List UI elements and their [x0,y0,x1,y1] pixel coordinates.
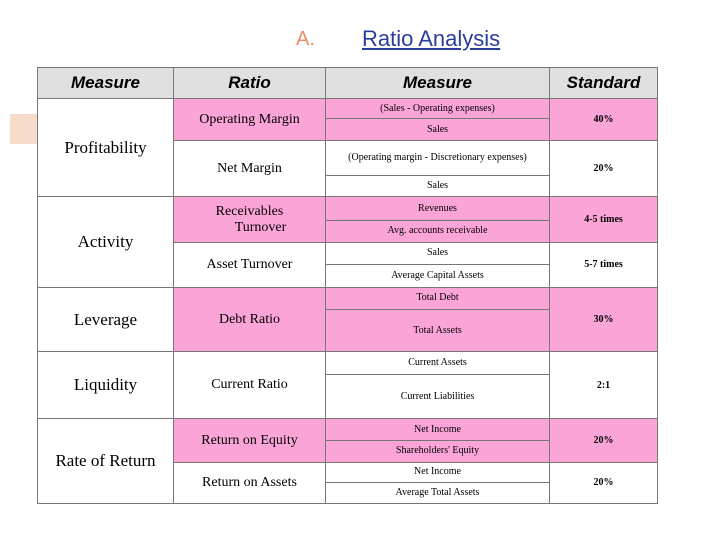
numerator-net-margin: (Operating margin - Discretionary expens… [325,140,550,177]
table-row: Rate of Return Return on Equity Net Inco… [37,418,658,504]
standard-current-ratio: 2:1 [549,351,658,420]
ratio-receivables-turnover-line1: Receivables [215,203,284,219]
ratio-net-margin: Net Margin [173,140,326,198]
ratio-receivables-turnover-line2: Turnover [234,219,287,235]
denominator-receivables-turnover: Avg. accounts receivable [325,219,550,243]
numerator-current-ratio: Current Assets [325,351,550,376]
numerator-asset-turnover: Sales [325,241,550,265]
slide-title: A. Ratio Analysis [0,24,728,58]
category-liquidity: Liquidity [37,351,174,420]
numerator-return-on-assets: Net Income [325,461,550,483]
ratio-receivables-turnover: Receivables Turnover [173,196,326,243]
category-profitability: Profitability [37,97,174,198]
ratio-return-on-equity: Return on Equity [173,418,326,463]
denominator-operating-margin: Sales [325,118,550,142]
title-bullet: A. [296,28,315,50]
table-row: Avg. accounts receivable [38,219,658,243]
table-row: Activity Receivables Turnover Revenues 4… [37,196,658,288]
numerator-debt-ratio: Total Debt [325,286,550,310]
table-row: Net Margin (Operating margin - Discretio… [38,140,658,198]
category-leverage: Leverage [37,286,174,353]
header-ratio: Ratio [173,67,326,99]
ratio-asset-turnover: Asset Turnover [173,241,326,288]
denominator-current-ratio: Current Liabilities [325,374,550,420]
standard-receivables-turnover: 4-5 times [549,196,658,243]
numerator-return-on-equity: Net Income [325,418,550,441]
table-row: Return on Assets Net Income 20% [38,461,658,505]
numerator-receivables-turnover: Revenues [325,196,550,221]
title-link[interactable]: Ratio Analysis [362,26,501,51]
denominator-net-margin: Sales [325,175,550,198]
table-row: Total Assets [38,308,658,353]
ratio-current-ratio: Current Ratio [173,351,326,420]
ratio-return-on-assets: Return on Assets [173,461,326,505]
ratio-operating-margin: Operating Margin [173,97,326,142]
standard-return-on-equity: 20% [549,418,658,463]
numerator-operating-margin: (Sales - Operating expenses) [325,97,550,120]
header-measure: Measure [37,67,174,99]
table-row: Average Total Assets [38,481,658,505]
standard-asset-turnover: 5-7 times [549,241,658,288]
header-standard: Standard [549,67,658,99]
ratio-debt-ratio: Debt Ratio [173,286,326,353]
ratio-analysis-table: Measure Ratio Measure Standard Profitabi… [37,67,658,505]
header-row: Measure Ratio Measure Standard [37,67,658,99]
table-row: Liquidity Current Ratio Current Assets 2… [37,351,658,420]
category-rate-of-return: Rate of Return [37,418,174,504]
category-activity: Activity [37,196,174,288]
standard-operating-margin: 40% [549,97,658,142]
standard-return-on-assets: 20% [549,461,658,505]
header-formula: Measure [325,67,550,99]
standard-debt-ratio: 30% [549,286,658,353]
denominator-return-on-equity: Shareholders' Equity [325,439,550,463]
table-row: Leverage Debt Ratio Total Debt 30% [37,286,658,353]
table-row: Current Liabilities [38,374,658,420]
table-row: Average Capital Assets [38,263,658,288]
standard-net-margin: 20% [549,140,658,198]
denominator-asset-turnover: Average Capital Assets [325,263,550,288]
table-row: Shareholders' Equity [38,439,658,463]
denominator-return-on-assets: Average Total Assets [325,481,550,505]
table-row: Profitability Operating Margin (Sales - … [37,97,658,198]
table-row: Asset Turnover Sales 5-7 times [38,241,658,288]
denominator-debt-ratio: Total Assets [325,308,550,353]
